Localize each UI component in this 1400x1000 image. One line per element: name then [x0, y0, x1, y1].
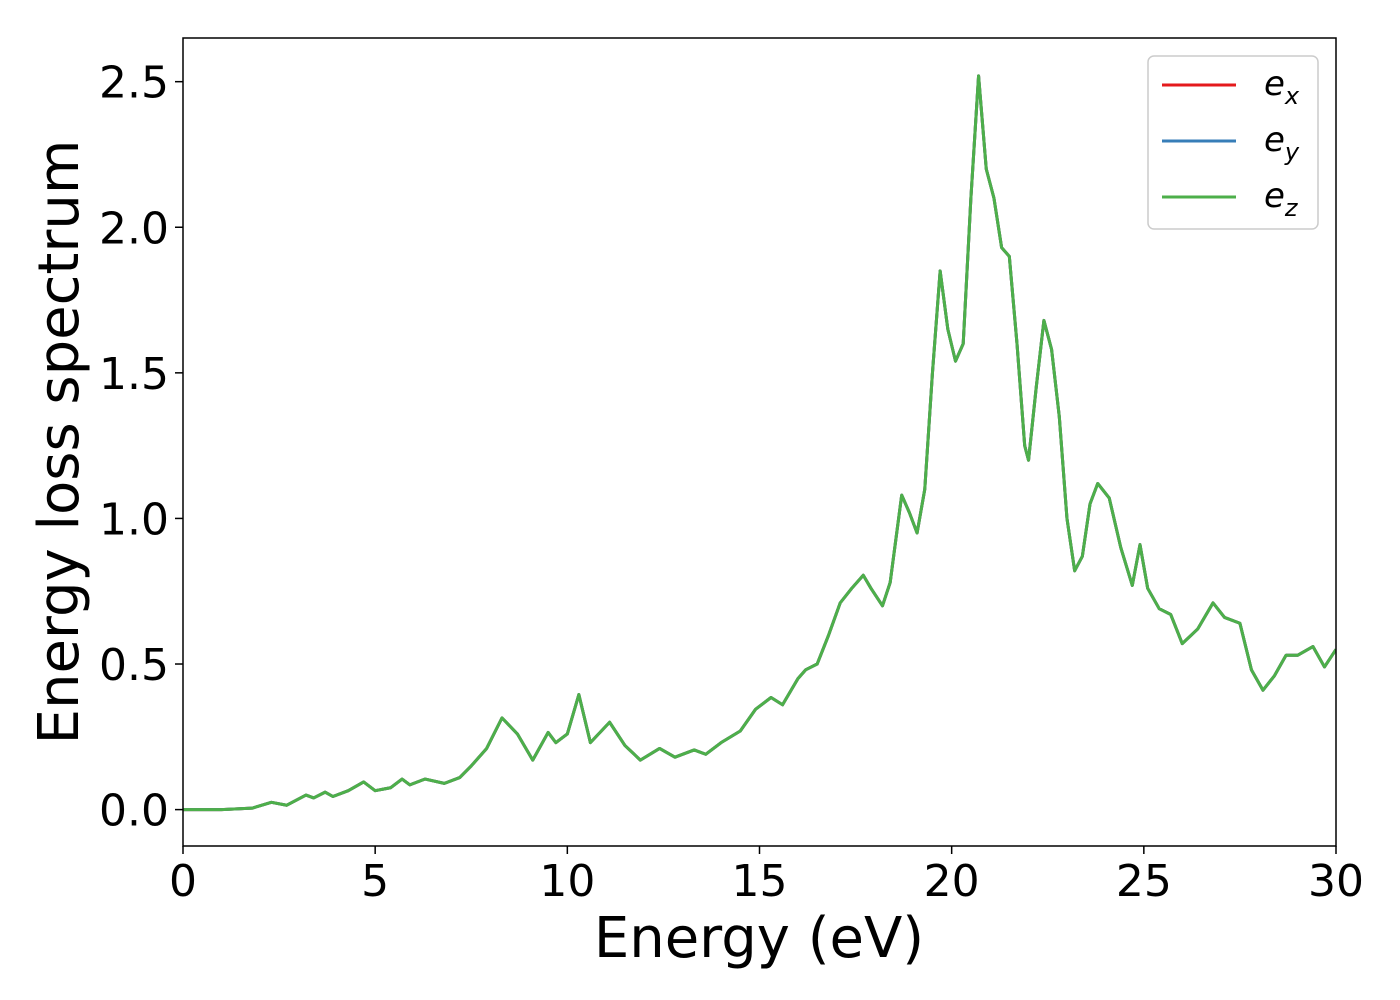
- x-tick-label: 25: [1116, 856, 1172, 907]
- x-tick-label: 10: [539, 856, 595, 907]
- y-tick-label: 1.5: [99, 349, 169, 400]
- y-axis-label: Energy loss spectrum: [27, 140, 92, 745]
- y-tick-label: 2.5: [99, 58, 169, 109]
- legend-label: ey: [1264, 120, 1300, 166]
- x-axis-label: Energy (eV): [594, 906, 924, 971]
- y-tick-label: 0.0: [99, 786, 169, 837]
- legend-label: ex: [1264, 64, 1300, 110]
- x-tick-label: 30: [1308, 856, 1364, 907]
- series-line: [183, 74, 1336, 812]
- x-tick-label: 15: [732, 856, 788, 907]
- plot-frame: [182, 37, 1337, 847]
- y-tick-label: 2.0: [99, 203, 169, 254]
- x-tick-label: 5: [361, 856, 389, 907]
- legend-label: ez: [1264, 176, 1299, 222]
- x-tick-label: 20: [924, 856, 980, 907]
- x-tick-label: 0: [169, 856, 197, 907]
- y-tick-label: 0.5: [99, 640, 169, 691]
- y-tick-label: 1.0: [99, 494, 169, 545]
